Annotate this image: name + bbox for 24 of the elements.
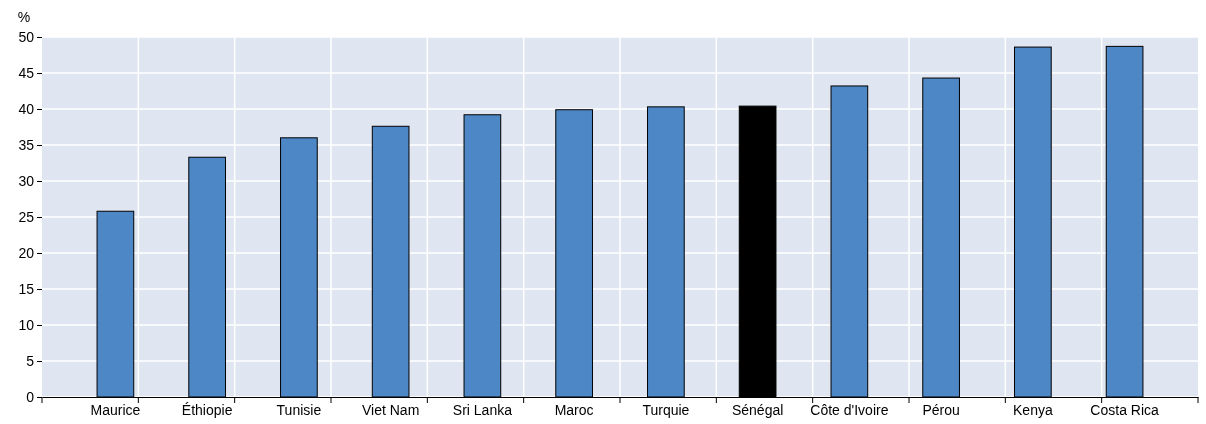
y-tick-label: 30 <box>18 172 35 189</box>
y-axis-title: % <box>17 9 31 25</box>
x-tick-label: Pérou <box>922 401 960 418</box>
x-tick-label: Côte d'Ivoire <box>810 401 889 418</box>
y-tick-label: 15 <box>18 280 35 297</box>
x-tick-label: Sri Lanka <box>452 401 513 418</box>
y-tick-label: 35 <box>18 136 35 153</box>
y-tick-label: 5 <box>26 352 35 369</box>
y-tick-label: 0 <box>26 388 35 405</box>
y-tick-label: 10 <box>18 316 35 333</box>
x-tick-label: Turquie <box>642 401 690 418</box>
y-tick-label: 40 <box>18 100 35 117</box>
x-tick-label: Tunisie <box>276 401 322 418</box>
y-tick-label: 45 <box>18 64 35 81</box>
x-tick-label: Viet Nam <box>361 401 420 418</box>
x-tick-label: Maurice <box>90 401 141 418</box>
y-tick-label: 20 <box>18 244 35 261</box>
y-tick-label: 50 <box>18 28 35 45</box>
x-tick-label: Maroc <box>554 401 594 418</box>
x-tick-label: Éthiopie <box>181 401 233 418</box>
x-tick-label: Sénégal <box>731 401 784 418</box>
y-tick-label: 25 <box>18 208 35 225</box>
x-tick-label: Kenya <box>1013 401 1053 418</box>
x-tick-label: Costa Rica <box>1090 401 1160 418</box>
